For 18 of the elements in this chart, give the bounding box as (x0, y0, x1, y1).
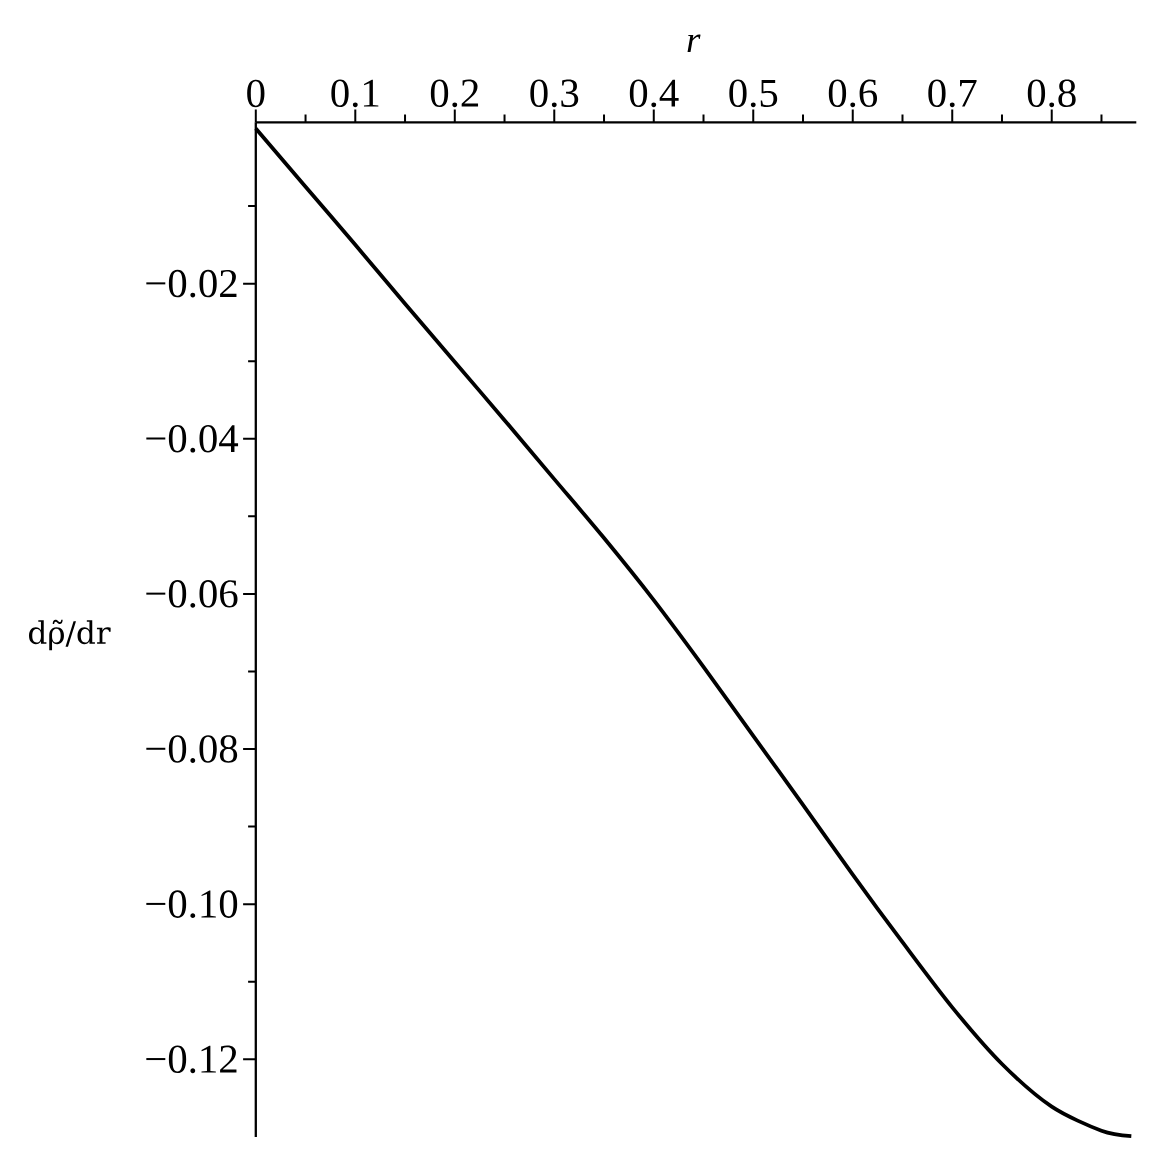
y-tick-label: −0.10 (146, 890, 238, 919)
x-tick-label: 0.2 (430, 79, 479, 108)
x-axis-title: r (687, 34, 701, 52)
y-tick-label: −0.06 (146, 580, 238, 608)
x-tick-label: 0.5 (729, 79, 778, 108)
y-tick-label: −0.12 (146, 1045, 237, 1074)
x-tick-label: 0.7 (928, 79, 977, 108)
x-tick-label: 0.4 (629, 79, 679, 108)
y-tick-label: −0.08 (146, 735, 238, 763)
x-tick-label: 0.8 (1027, 79, 1076, 108)
x-tick-label: 0.6 (828, 79, 878, 108)
y-axis-title: dρ̃/dr (29, 619, 111, 651)
x-tick-label: 0.3 (530, 79, 579, 108)
line-series (253, 126, 1134, 1139)
x-tick-label: 0.1 (331, 79, 379, 108)
y-tick-label: −0.02 (146, 269, 237, 298)
y-tick-label: −0.04 (146, 424, 239, 453)
x-tick-label: 0 (247, 79, 265, 108)
